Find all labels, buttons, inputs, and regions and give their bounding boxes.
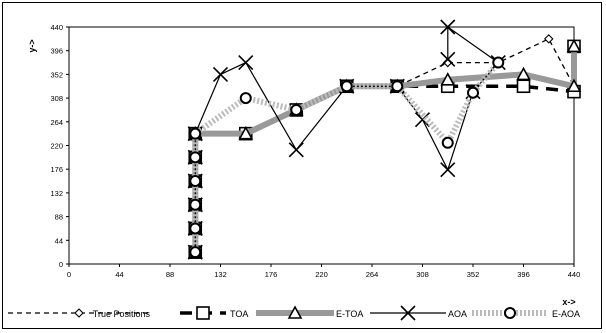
- data-point: [238, 125, 254, 140]
- data-point: [566, 78, 582, 93]
- legend-marker: [287, 305, 303, 319]
- data-point: [189, 246, 202, 259]
- x-tick-label: 0: [67, 270, 71, 279]
- legend-label: TOA: [230, 309, 248, 319]
- series-aoa: [187, 19, 506, 260]
- data-point: [288, 142, 304, 158]
- x-axis-label: x->: [562, 297, 575, 307]
- y-tick-label: 396: [50, 47, 63, 56]
- x-tick-label: 220: [315, 270, 328, 279]
- data-point: [189, 175, 202, 188]
- data-point: [543, 34, 554, 44]
- series-layer: [187, 19, 582, 260]
- y-tick-label: 132: [50, 189, 63, 198]
- legend-item: [370, 305, 446, 321]
- legend-marker: [196, 306, 210, 320]
- plot-area: [68, 26, 575, 265]
- x-tick-label: 44: [115, 270, 123, 279]
- data-point: [391, 80, 404, 93]
- data-point: [189, 222, 202, 235]
- y-tick-label: 0: [59, 260, 63, 269]
- y-axis-label: y->: [27, 39, 37, 52]
- legend-item: [8, 308, 150, 318]
- x-tick-label: 264: [366, 270, 379, 279]
- y-tick-label: 440: [50, 23, 63, 32]
- data-point: [441, 136, 454, 149]
- y-tick-label: 308: [50, 94, 63, 103]
- data-point: [566, 38, 582, 53]
- data-point: [414, 112, 431, 128]
- legend-marker: [400, 305, 416, 321]
- legend-item: [256, 305, 334, 319]
- legend: True Positions TOA E-TOA AOA E-AOA: [8, 305, 580, 321]
- data-point: [212, 66, 229, 82]
- data-point: [340, 80, 353, 93]
- legend-label: E-AOA: [552, 309, 580, 319]
- data-point: [238, 54, 254, 71]
- data-point: [440, 72, 456, 86]
- data-point: [290, 103, 303, 116]
- data-point: [516, 79, 531, 94]
- data-point: [239, 92, 252, 105]
- x-tick-label: 308: [416, 270, 429, 279]
- legend-label: AOA: [448, 309, 467, 319]
- legend-marker: [74, 308, 84, 318]
- legend-label: True Positions: [93, 309, 151, 319]
- legend-item: [472, 307, 548, 319]
- x-tick-label: 352: [467, 270, 480, 279]
- y-tick-label: 44: [55, 236, 63, 245]
- x-tick-label: 176: [265, 270, 278, 279]
- series-e-aoa: [189, 56, 505, 259]
- x-tick-label: 88: [166, 270, 174, 279]
- legend-marker: [504, 307, 516, 319]
- ticks: 0 44 88 132 176 220 264 308 352 396 440 0 44 88 132 176…: [50, 23, 580, 279]
- x-tick-label: 396: [517, 270, 530, 279]
- data-point: [189, 151, 202, 164]
- y-tick-label: 220: [50, 142, 63, 151]
- data-point: [467, 86, 479, 99]
- legend-item: [180, 306, 226, 320]
- data-point: [189, 127, 202, 140]
- y-tick-label: 176: [50, 165, 63, 174]
- data-point: [440, 51, 456, 67]
- legend-label: E-TOA: [336, 309, 363, 319]
- y-tick-label: 88: [55, 213, 63, 222]
- y-tick-label: 264: [50, 118, 63, 127]
- x-tick-label: 440: [568, 270, 581, 279]
- x-tick-label: 132: [214, 270, 227, 279]
- data-point: [440, 19, 456, 35]
- data-point: [440, 162, 456, 178]
- data-point: [189, 198, 202, 211]
- data-point: [516, 66, 531, 81]
- data-point: [492, 56, 505, 69]
- y-tick-label: 352: [50, 70, 63, 79]
